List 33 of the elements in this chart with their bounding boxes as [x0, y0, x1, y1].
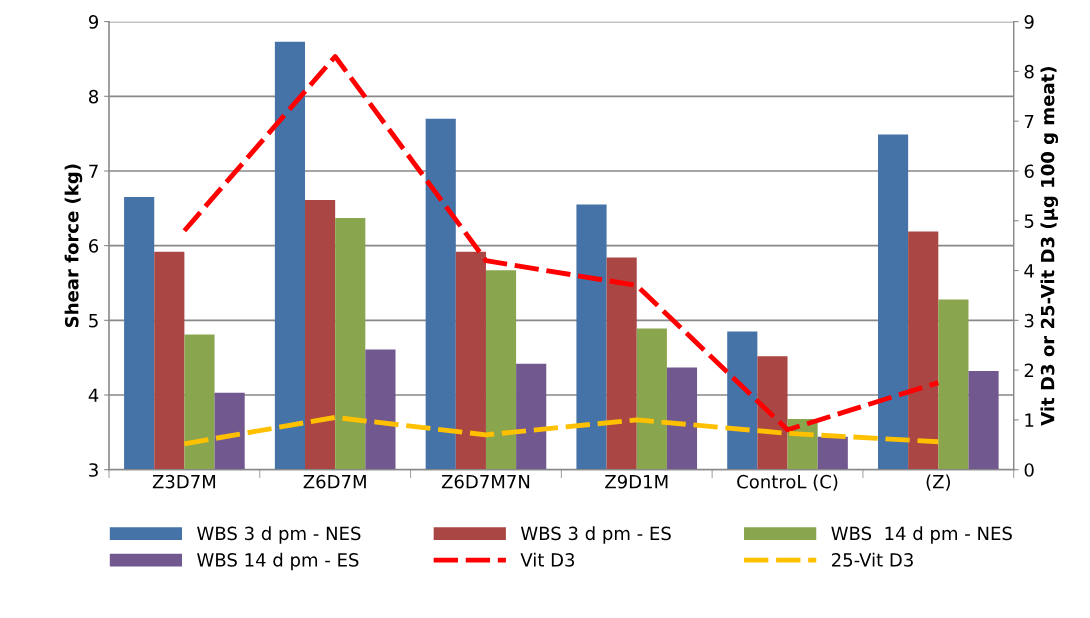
y-axis-title: Shear force (kg)	[64, 164, 83, 328]
y2-tick-label: 3	[1024, 313, 1034, 328]
x-tick-label: Z3D7M	[152, 474, 216, 489]
y2-tick-label: 9	[1024, 15, 1034, 29]
legend-label: WBS 14 d pm - ES	[197, 552, 359, 571]
y2-tick-label: 0	[1024, 463, 1034, 477]
y-tick-label: 8	[89, 89, 99, 104]
y2-axis-title: Vit D3 or 25-Vit D3 (µg 100 g meat)	[1040, 67, 1059, 426]
y2-tick-label: 2	[1024, 363, 1034, 377]
y2-tick-label: 6	[1024, 164, 1034, 179]
y-tick-label: 9	[88, 15, 99, 29]
x-tick-label: Z6D7M7N	[441, 474, 530, 489]
y2-tick-label: 7	[1024, 114, 1034, 129]
y2-tick-label: 8	[1024, 64, 1034, 79]
y-tick-label: 5	[89, 314, 98, 328]
legend-label: WBS 14 d pm - NES	[831, 526, 1012, 544]
legend-label: WBS 3 d pm - NES	[197, 526, 361, 544]
legend-label: 25-Vit D3	[832, 552, 913, 567]
y2-tick-label: 5	[1024, 214, 1034, 228]
legend-label: Vit D3	[520, 552, 575, 567]
line-series	[181, 54, 941, 433]
x-tick-label: Z6D7M	[303, 474, 366, 489]
x-tick-label: Z9D1M	[605, 474, 668, 489]
y-tick-label: 6	[89, 239, 99, 253]
y2-tick-label: 1	[1025, 413, 1034, 427]
y-tick-label: 7	[89, 164, 98, 178]
legend-label: WBS 3 d pm - ES	[520, 526, 671, 544]
y2-tick-label: 4	[1024, 264, 1034, 278]
x-tick-label: ControL (C)	[737, 474, 838, 491]
y-tick-label: 4	[88, 388, 99, 402]
line-series	[181, 414, 941, 447]
y-tick-label: 3	[89, 463, 98, 477]
x-tick-label: (Z)	[926, 474, 950, 491]
